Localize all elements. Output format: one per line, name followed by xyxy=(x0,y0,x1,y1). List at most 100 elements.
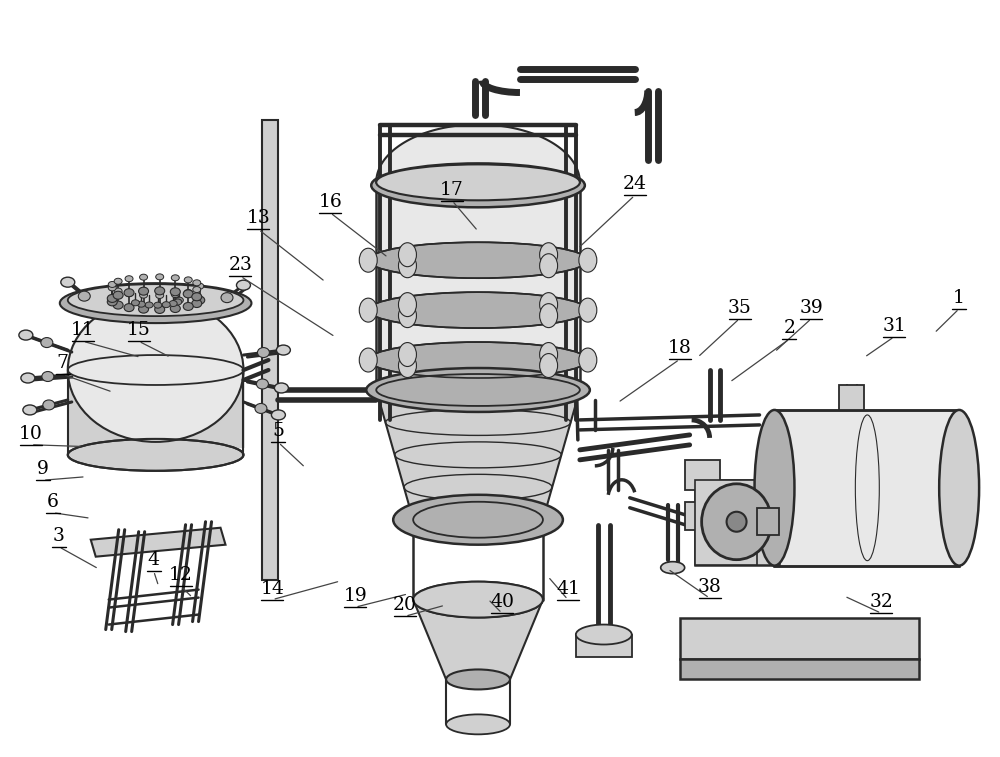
Text: 7: 7 xyxy=(57,354,69,372)
Ellipse shape xyxy=(154,302,162,308)
Text: 20: 20 xyxy=(393,597,417,614)
Text: 10: 10 xyxy=(19,425,43,443)
Ellipse shape xyxy=(156,292,164,298)
Ellipse shape xyxy=(124,288,134,297)
Polygon shape xyxy=(68,298,243,442)
Ellipse shape xyxy=(125,276,133,282)
Text: 3: 3 xyxy=(53,527,65,545)
Text: 2: 2 xyxy=(783,319,795,337)
Text: 17: 17 xyxy=(440,181,464,198)
Ellipse shape xyxy=(140,274,148,280)
Ellipse shape xyxy=(579,298,597,322)
Ellipse shape xyxy=(113,301,123,309)
Ellipse shape xyxy=(68,439,243,471)
Bar xyxy=(685,502,720,530)
Ellipse shape xyxy=(183,290,193,298)
Ellipse shape xyxy=(398,304,416,328)
Polygon shape xyxy=(680,659,919,680)
Ellipse shape xyxy=(170,288,180,296)
Text: 32: 32 xyxy=(869,593,893,611)
Ellipse shape xyxy=(139,305,149,313)
Ellipse shape xyxy=(169,301,177,307)
Ellipse shape xyxy=(540,354,558,378)
Ellipse shape xyxy=(256,379,268,389)
Ellipse shape xyxy=(727,512,747,531)
Ellipse shape xyxy=(368,292,588,328)
Ellipse shape xyxy=(155,287,165,294)
Ellipse shape xyxy=(124,304,134,312)
Ellipse shape xyxy=(171,291,179,298)
Ellipse shape xyxy=(540,254,558,278)
Ellipse shape xyxy=(398,293,416,316)
Ellipse shape xyxy=(43,400,55,410)
Ellipse shape xyxy=(131,300,139,306)
Text: 38: 38 xyxy=(698,578,722,596)
Ellipse shape xyxy=(175,298,183,303)
Ellipse shape xyxy=(42,372,54,382)
Ellipse shape xyxy=(579,248,597,273)
Ellipse shape xyxy=(193,287,201,292)
Ellipse shape xyxy=(274,383,288,393)
Ellipse shape xyxy=(114,279,122,284)
Ellipse shape xyxy=(19,330,33,340)
Ellipse shape xyxy=(939,410,979,565)
Ellipse shape xyxy=(61,277,75,287)
Ellipse shape xyxy=(376,164,580,201)
Bar xyxy=(685,459,720,490)
Ellipse shape xyxy=(579,348,597,372)
Ellipse shape xyxy=(540,304,558,328)
Ellipse shape xyxy=(413,581,543,618)
Ellipse shape xyxy=(398,343,416,366)
Text: 24: 24 xyxy=(623,176,647,193)
Ellipse shape xyxy=(359,348,377,372)
Ellipse shape xyxy=(195,296,205,304)
Text: 13: 13 xyxy=(247,210,270,227)
Ellipse shape xyxy=(21,373,35,383)
Ellipse shape xyxy=(68,298,243,442)
Ellipse shape xyxy=(174,299,182,305)
Polygon shape xyxy=(695,480,779,565)
Ellipse shape xyxy=(393,495,563,545)
Ellipse shape xyxy=(108,285,116,291)
Text: 31: 31 xyxy=(882,316,906,335)
Text: 4: 4 xyxy=(148,551,160,569)
Text: 9: 9 xyxy=(37,460,49,478)
Ellipse shape xyxy=(140,292,148,298)
Ellipse shape xyxy=(398,243,416,266)
Ellipse shape xyxy=(156,274,164,280)
Text: 5: 5 xyxy=(272,422,284,441)
Polygon shape xyxy=(376,182,580,390)
Text: 35: 35 xyxy=(728,298,751,316)
Text: 41: 41 xyxy=(556,580,580,597)
Ellipse shape xyxy=(170,304,180,313)
Ellipse shape xyxy=(257,347,269,357)
Ellipse shape xyxy=(113,291,123,299)
Polygon shape xyxy=(774,410,959,565)
Ellipse shape xyxy=(155,306,165,313)
Ellipse shape xyxy=(255,403,267,413)
Text: 19: 19 xyxy=(343,587,367,605)
Text: 1: 1 xyxy=(953,288,965,307)
Bar xyxy=(839,385,864,410)
Ellipse shape xyxy=(193,280,201,286)
Ellipse shape xyxy=(114,288,122,294)
Text: 18: 18 xyxy=(668,339,692,357)
Ellipse shape xyxy=(540,293,558,316)
Ellipse shape xyxy=(68,284,243,316)
Ellipse shape xyxy=(368,342,588,378)
Text: 14: 14 xyxy=(260,580,284,597)
Ellipse shape xyxy=(221,293,233,303)
Polygon shape xyxy=(695,480,757,565)
Text: 11: 11 xyxy=(71,321,95,339)
Ellipse shape xyxy=(398,254,416,278)
Ellipse shape xyxy=(413,581,543,618)
Ellipse shape xyxy=(183,303,193,310)
Ellipse shape xyxy=(125,291,133,297)
Ellipse shape xyxy=(276,345,290,355)
Ellipse shape xyxy=(196,283,204,289)
Ellipse shape xyxy=(108,282,116,288)
Ellipse shape xyxy=(107,294,117,302)
Ellipse shape xyxy=(137,301,145,307)
Polygon shape xyxy=(376,390,580,520)
Ellipse shape xyxy=(702,484,772,559)
